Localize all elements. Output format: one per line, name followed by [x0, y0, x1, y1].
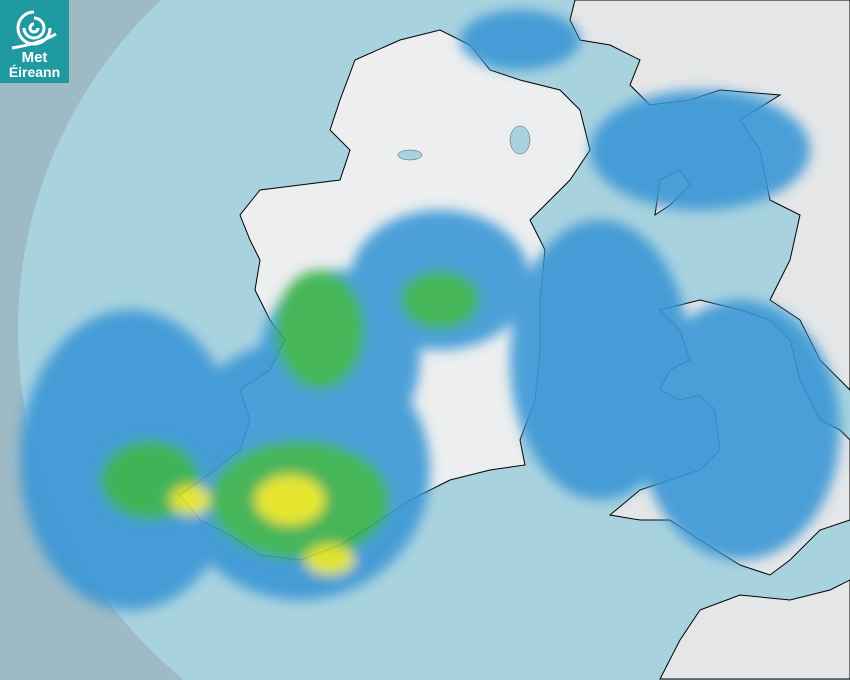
- swirl-icon: [11, 10, 57, 50]
- logo-text-met: Met: [21, 49, 48, 66]
- logo-text-eireann: Éireann: [8, 64, 61, 80]
- met-eireann-logo: Met Éireann: [0, 0, 69, 83]
- rain-echoes: [20, 10, 840, 610]
- lakes: [397, 125, 531, 161]
